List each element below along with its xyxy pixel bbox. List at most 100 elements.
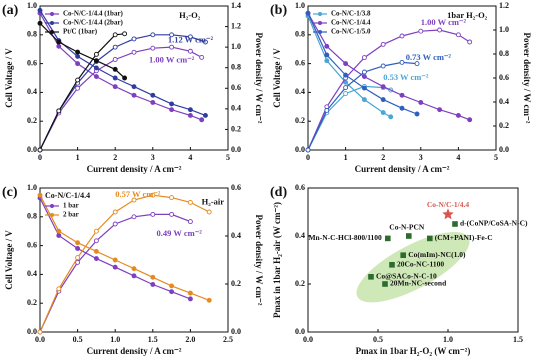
y2-tick-label: 0.0: [231, 327, 241, 336]
voltage-marker: [361, 97, 367, 103]
power-marker: [206, 209, 212, 215]
power-marker: [169, 211, 175, 217]
y2-tick-label: 0.6: [499, 73, 509, 82]
voltage-marker: [75, 61, 81, 67]
square-marker: [385, 235, 391, 242]
power-marker: [56, 286, 62, 292]
power-marker: [122, 31, 128, 37]
legend-marker: [50, 21, 54, 25]
power-marker: [187, 219, 193, 225]
voltage-marker: [75, 49, 81, 55]
voltage-marker: [112, 264, 118, 270]
voltage-marker: [131, 273, 137, 279]
voltage-line: [307, 12, 470, 121]
legend-marker: [50, 30, 54, 34]
square-marker: [406, 233, 412, 239]
x-axis-label: Current density / A cm⁻²: [87, 346, 182, 356]
y-tick-label: 0.6: [27, 240, 37, 249]
voltage-marker: [437, 107, 443, 113]
voltage-marker: [343, 72, 349, 78]
legend-marker: [50, 213, 54, 217]
x-tick-label: 2.0: [185, 335, 195, 344]
power-marker: [93, 238, 99, 244]
voltage-marker: [37, 7, 43, 13]
voltage-marker: [150, 274, 156, 280]
y-tick-label: 0.8: [27, 212, 37, 221]
annotation: 0.49 W cm⁻²: [157, 228, 203, 238]
power-marker: [324, 107, 330, 113]
x-tick-label: 0.0: [303, 335, 313, 344]
y2-tick-label: 0.4: [499, 97, 509, 106]
voltage-marker: [187, 112, 193, 118]
point-label: Co@SACo-N-C-10: [376, 272, 437, 281]
voltage-marker: [93, 248, 99, 254]
power-line: [39, 46, 202, 151]
x-axis-label: Current density / A cm⁻²: [87, 164, 182, 174]
voltage-marker: [199, 117, 205, 123]
y2-tick-label: 0.0: [231, 145, 241, 154]
voltage-marker: [305, 10, 311, 16]
voltage-marker: [37, 20, 43, 26]
x-tick-label: 0.0: [35, 335, 45, 344]
power-marker: [437, 27, 443, 33]
power-marker: [150, 45, 156, 51]
voltage-marker: [187, 296, 193, 302]
power-marker: [187, 199, 193, 205]
plot-frame: [39, 5, 229, 151]
voltage-marker: [131, 266, 137, 272]
voltage-marker: [324, 52, 330, 58]
voltage-marker: [418, 100, 424, 105]
voltage-marker: [388, 114, 394, 120]
power-marker: [112, 44, 118, 50]
point-label: Co-N/C-1/4.4: [427, 200, 470, 209]
y2-tick-label: 1.2: [499, 1, 509, 10]
power-marker: [199, 54, 205, 60]
power-marker: [131, 197, 137, 203]
y-tick-label: 0.6: [295, 58, 305, 67]
voltage-line: [39, 9, 206, 116]
square-marker: [368, 274, 374, 280]
y-tick-label: 1.0: [27, 183, 37, 192]
point-label: 20Mn-NC-second: [390, 279, 447, 288]
y-tick-label: 0.2: [27, 116, 37, 125]
point-label: 20Co-NC-1100: [397, 260, 444, 269]
x-tick-label: 3: [151, 153, 155, 162]
power-marker: [112, 32, 118, 38]
x-tick-label: 5: [226, 153, 230, 162]
square-marker: [427, 235, 433, 242]
power-marker: [343, 91, 349, 97]
y2-tick-label: 1.4: [231, 1, 241, 10]
voltage-marker: [131, 92, 137, 98]
x-tick-label: 4: [456, 153, 460, 162]
voltage-marker: [380, 110, 386, 116]
legend-label: 1 bar: [63, 202, 79, 210]
y2-tick-label: 0.6: [231, 83, 241, 92]
annotation: 1.12 W cm⁻²: [168, 35, 214, 45]
x-tick-label: 1: [344, 153, 348, 162]
voltage-marker: [37, 192, 43, 198]
y-axis-label: Cell Voltage / V: [272, 48, 282, 108]
power-marker: [343, 85, 349, 91]
y2-tick-label: 1.0: [499, 25, 509, 34]
plot-frame: [39, 187, 229, 333]
voltage-marker: [56, 39, 62, 45]
voltage-marker: [56, 43, 62, 49]
y-axis-label: Cell Voltage / V: [4, 230, 14, 290]
power-marker: [131, 214, 137, 220]
voltage-marker: [187, 107, 193, 113]
voltage-marker: [467, 117, 473, 123]
power-line: [39, 34, 206, 151]
voltage-marker: [112, 75, 118, 81]
legend-marker: [318, 21, 322, 25]
y-tick-label: 0.0: [295, 327, 305, 336]
y-tick-label: 0.2: [295, 116, 305, 125]
power-marker: [187, 48, 193, 54]
x-tick-label: 0.5: [373, 335, 383, 344]
voltage-marker: [150, 282, 156, 287]
legend-marker: [318, 30, 322, 34]
voltage-marker: [169, 101, 175, 107]
legend-label: Co-N/C-1/3.8: [331, 10, 371, 18]
legend-label: Co-N/C-1/4.4 (2bar): [63, 19, 124, 27]
y-tick-label: 0.0: [27, 145, 37, 154]
y-tick-label: 0.2: [295, 279, 305, 288]
